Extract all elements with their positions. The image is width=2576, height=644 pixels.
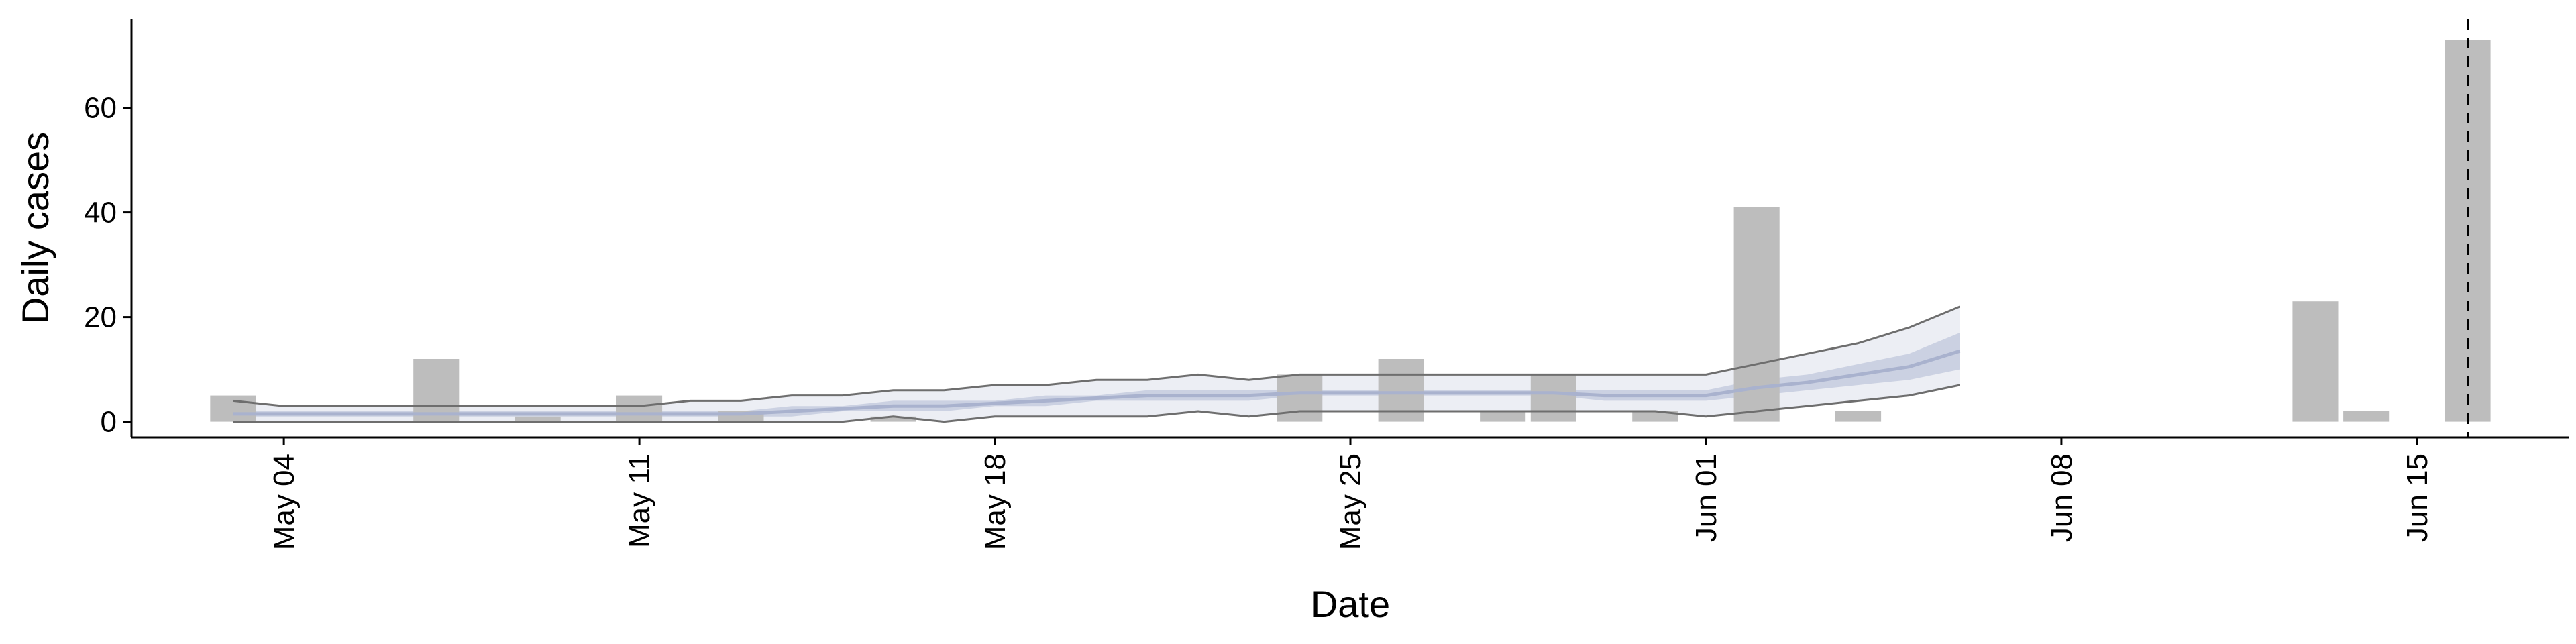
y-tick-label-0: 0 (101, 406, 117, 439)
bar-2020-05-26 (1378, 359, 1424, 422)
bars-layer (210, 40, 2491, 422)
bar-2020-05-29 (1530, 374, 1576, 422)
x-tick-label-2020-05-04: May 04 (268, 453, 301, 550)
y-tick-label-20: 20 (84, 301, 117, 334)
x-tick-label-2020-06-01: Jun 01 (1690, 453, 1723, 542)
y-tick-label-60: 60 (84, 92, 117, 125)
x-tick-label-2020-06-08: Jun 08 (2045, 453, 2078, 542)
bar-2020-05-16 (870, 416, 916, 422)
bar-2020-05-11 (616, 395, 663, 422)
bar-2020-05-07 (413, 359, 460, 422)
series-line-3 (233, 349, 1961, 416)
y-tick-label-40: 40 (84, 197, 117, 229)
bar-2020-05-31 (1632, 411, 1678, 422)
bar-2020-05-28 (1480, 411, 1526, 422)
series-line-1 (233, 305, 1961, 407)
bar-2020-05-24 (1277, 374, 1323, 422)
bar-2020-05-03 (210, 395, 256, 422)
series-line-2 (233, 384, 1960, 423)
x-tick-label-2020-05-18: May 18 (979, 453, 1012, 550)
x-tick-label-2020-05-25: May 25 (1334, 453, 1367, 550)
bar-2020-06-04 (1835, 411, 1882, 422)
bar-2020-06-14 (2343, 411, 2390, 422)
y-axis-title: Daily cases (14, 132, 56, 324)
x-tick-label-2020-06-15: Jun 15 (2401, 453, 2434, 542)
x-axis-title: Date (1311, 583, 1390, 625)
y-ticks: 0 20 40 60 (84, 92, 131, 439)
axes-layer: 0 20 40 60 May 04 May 11 May 18 May 25 Jun 01 Ju… (84, 19, 2569, 550)
lines-layer (233, 305, 1961, 423)
x-ticks: May 04 May 11 May 18 May 25 Jun 01 Jun 08 Jun … (268, 437, 2434, 550)
bar-2020-05-09 (515, 416, 561, 422)
bar-2020-06-13 (2292, 301, 2339, 422)
ribbon-layer (233, 307, 1960, 422)
ribbon-band-2 (233, 333, 1960, 417)
ribbon-band-1 (233, 307, 1960, 422)
x-tick-label-2020-05-11: May 11 (623, 453, 656, 548)
